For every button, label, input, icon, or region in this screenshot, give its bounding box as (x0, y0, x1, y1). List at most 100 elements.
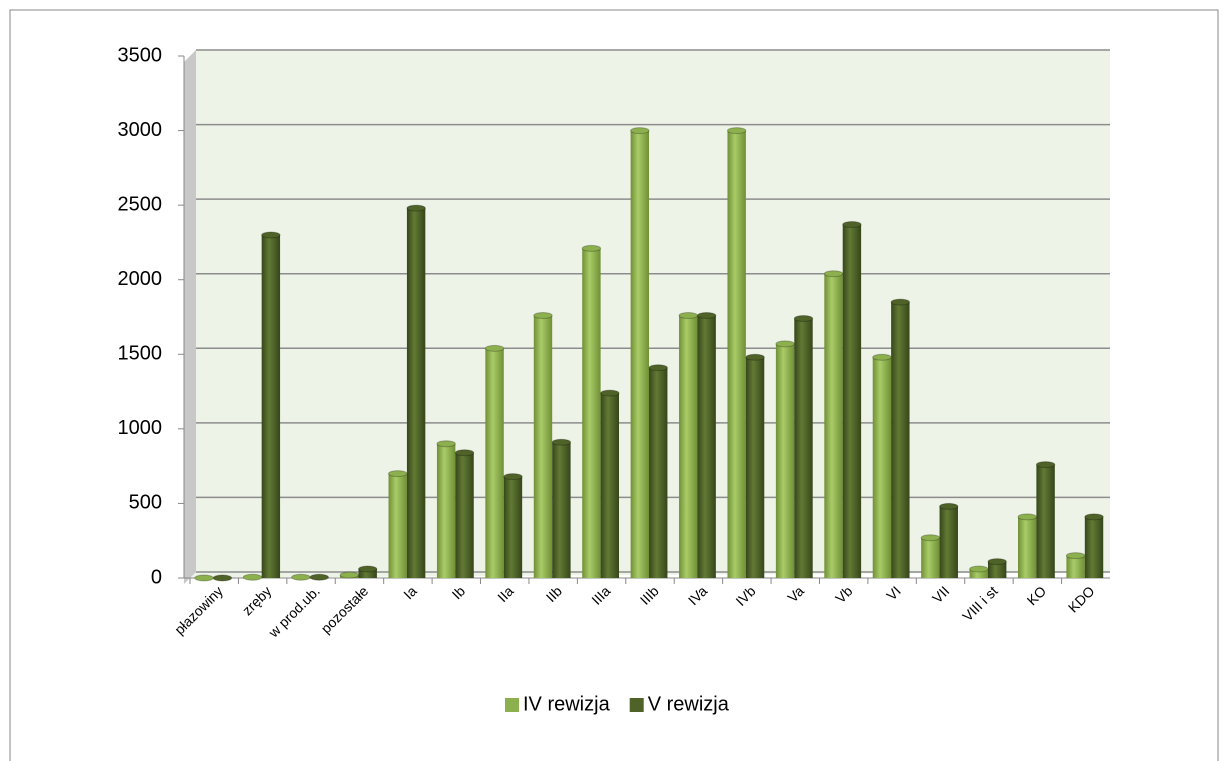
bar-cap (696, 312, 717, 320)
bar (823, 270, 844, 578)
bar-cap (745, 353, 765, 361)
bar-cap (1065, 552, 1086, 560)
legend-swatch (505, 698, 519, 712)
legend-swatch (629, 698, 644, 712)
bar-body (969, 569, 988, 578)
x-tick-label: KDO (1065, 583, 1098, 616)
side-wall (184, 50, 196, 584)
bar-cap (775, 340, 795, 348)
bar-cap (678, 312, 698, 320)
bar-cap (726, 127, 747, 135)
bar (388, 470, 408, 578)
bar-cap (194, 574, 214, 582)
bar (242, 573, 263, 581)
bar-body (485, 348, 504, 578)
bar (339, 571, 360, 579)
bar (726, 127, 747, 579)
bar-body (649, 367, 668, 578)
bar-body (503, 476, 523, 578)
x-tick-label: VII (929, 583, 952, 606)
bar (696, 312, 717, 578)
bar-cap (533, 312, 553, 320)
bar-body (552, 442, 571, 578)
bar-body (630, 130, 650, 579)
x-tick-label: Va (784, 583, 807, 606)
bar-cap (793, 314, 814, 322)
bar-body (261, 234, 281, 578)
bar (406, 204, 426, 578)
bar-cap (503, 473, 523, 481)
bar (503, 473, 523, 578)
y-tick-label: 2500 (118, 193, 163, 215)
bar (454, 449, 475, 578)
bar-cap (630, 127, 650, 135)
bar (842, 221, 862, 578)
bar-body (775, 343, 795, 578)
bar (533, 312, 553, 578)
bar-cap (358, 565, 378, 573)
x-tick-label: IIIb (637, 583, 662, 608)
y-tick-label: 1000 (118, 417, 163, 439)
bar (630, 127, 650, 579)
bar (793, 314, 814, 578)
x-tick-label: IIa (494, 583, 516, 605)
bar-cap (890, 298, 911, 306)
bar-cap (291, 573, 311, 581)
x-tick-label: KO (1024, 583, 1050, 609)
bar (600, 389, 620, 578)
bar-cap (339, 571, 360, 579)
x-tick-label: Vb (832, 583, 856, 607)
bar-cap (872, 353, 892, 361)
bar-cap (987, 558, 1007, 566)
bar (436, 440, 456, 578)
bar-cap (939, 502, 959, 510)
bar-cap (1084, 513, 1104, 521)
bar (551, 438, 572, 578)
bar-cap (969, 565, 989, 573)
bar (1065, 552, 1086, 578)
bar (648, 364, 668, 578)
x-tick-label: IVb (732, 583, 758, 609)
bar-cap (823, 270, 844, 278)
bar-body (582, 248, 601, 578)
bar (212, 574, 233, 582)
bar-body (824, 273, 843, 578)
bar (261, 231, 281, 578)
x-tick-label: VI (883, 583, 904, 604)
bar-body (921, 537, 940, 578)
bar-body (842, 224, 862, 578)
bar-body (388, 473, 407, 578)
x-tick-label: pozostałe (318, 583, 372, 637)
bar-body (872, 357, 892, 578)
bar (969, 565, 989, 578)
bar-cap (600, 389, 620, 397)
bar-cap (309, 573, 329, 581)
bar-body (600, 393, 620, 578)
bar-cap (1017, 513, 1037, 521)
frame (9, 9, 1219, 761)
bar (581, 244, 602, 578)
bar (1084, 513, 1104, 578)
y-tick-label: 3500 (118, 44, 163, 66)
bar (1017, 513, 1037, 578)
bar-cap (551, 438, 572, 446)
bar-cap (920, 534, 941, 542)
bar (890, 298, 911, 578)
x-tick-label: Ia (400, 583, 420, 603)
bar-cap (436, 440, 456, 448)
x-tick-label: Ib (449, 583, 469, 603)
bar-cap (388, 470, 408, 478)
bar-cap (261, 231, 281, 239)
bar-cap (484, 344, 505, 352)
y-tick-label: 500 (129, 492, 162, 514)
bar-cap (1035, 461, 1056, 469)
bar-body (697, 315, 716, 578)
bar-body (358, 569, 377, 578)
x-tick-label: IIb (543, 583, 565, 605)
bar (309, 573, 329, 581)
bar-body (455, 452, 474, 578)
x-tick-label: IIIa (588, 583, 613, 608)
bar-body (987, 561, 1007, 578)
